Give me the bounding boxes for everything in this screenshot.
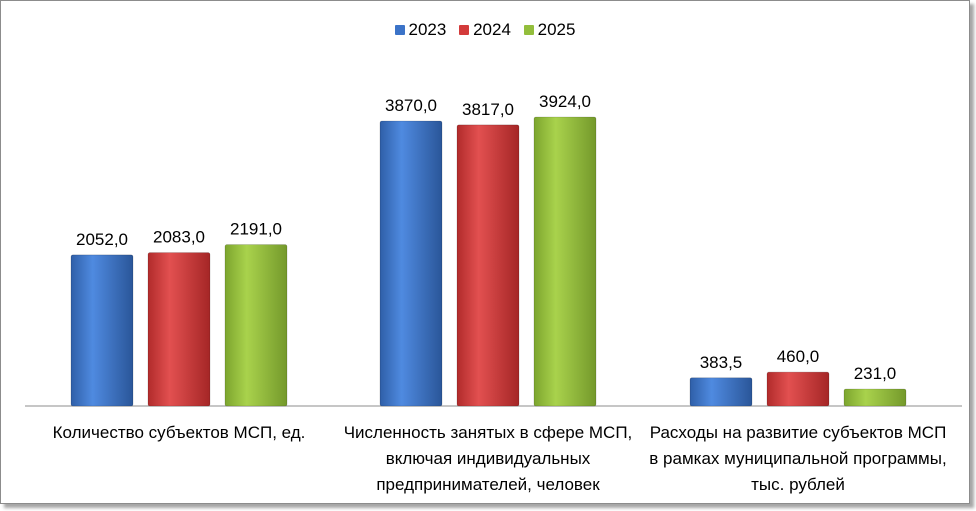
chart-legend: 2023 2024 2025 <box>0 20 970 40</box>
bar-2024-cat-1 <box>456 124 520 407</box>
legend-item-2024: 2024 <box>459 20 511 40</box>
legend-swatch-2025 <box>523 25 534 35</box>
value-label-2023-cat-2: 383,5 <box>700 353 743 372</box>
value-label-2025-cat-0: 2191,0 <box>230 220 282 239</box>
bar-2024-cat-0 <box>147 252 211 407</box>
legend-item-2023: 2023 <box>394 20 447 40</box>
value-label-2024-cat-0: 2083,0 <box>153 228 205 247</box>
legend-item-2025: 2025 <box>523 20 576 40</box>
category-label-msp-count: Количество субъектов МСП, ед. <box>52 423 306 442</box>
legend-label-2023: 2023 <box>408 20 447 39</box>
bar-2023-cat-0 <box>70 254 134 407</box>
legend-swatch-2023 <box>394 25 405 35</box>
value-label-2023-cat-1: 3870,0 <box>385 96 437 115</box>
bar-2023-cat-1 <box>379 120 443 407</box>
bar-2025-cat-0 <box>224 244 288 407</box>
category-label-msp-expenses: Расходы на развитие субъектов МСП в рамк… <box>649 423 947 494</box>
category-label-msp-employment: Численность занятых в сфере МСП, включая… <box>343 423 633 494</box>
legend-label-2024: 2024 <box>473 20 511 39</box>
bar-2025-cat-2 <box>843 388 907 407</box>
legend-swatch-2024 <box>459 25 470 35</box>
value-label-2024-cat-2: 460,0 <box>777 347 820 366</box>
value-label-2025-cat-2: 231,0 <box>854 364 897 383</box>
bar-2025-cat-1 <box>533 116 597 407</box>
bar-2023-cat-2 <box>689 377 753 407</box>
bar-2024-cat-2 <box>766 371 830 407</box>
legend-label-2025: 2025 <box>537 20 576 39</box>
value-label-2023-cat-0: 2052,0 <box>76 230 128 249</box>
value-label-2025-cat-1: 3924,0 <box>539 92 591 111</box>
value-label-2024-cat-1: 3817,0 <box>462 100 514 119</box>
